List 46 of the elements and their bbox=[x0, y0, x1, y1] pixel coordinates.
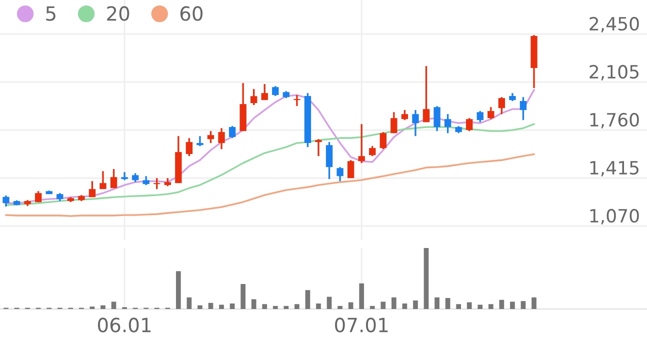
y-tick-label: 2,105 bbox=[590, 64, 638, 80]
bar bbox=[391, 297, 396, 309]
y-tick-label: 1,415 bbox=[590, 161, 638, 176]
bar bbox=[186, 297, 192, 309]
legend-label: 5 bbox=[46, 6, 56, 21]
x-tick-label: 07.01 bbox=[335, 318, 388, 332]
bar bbox=[413, 300, 418, 309]
bar bbox=[402, 304, 408, 309]
bar bbox=[478, 304, 483, 309]
bar bbox=[370, 306, 375, 309]
bar bbox=[466, 302, 472, 309]
legend-label: 60 bbox=[180, 6, 203, 21]
bar bbox=[456, 304, 461, 309]
legend-label: 20 bbox=[107, 6, 130, 21]
bar bbox=[359, 283, 364, 309]
bar bbox=[284, 306, 289, 309]
bar bbox=[111, 302, 116, 309]
bar bbox=[445, 298, 450, 309]
bar bbox=[348, 302, 354, 309]
bar bbox=[240, 284, 246, 309]
bar bbox=[520, 301, 526, 309]
bar bbox=[198, 305, 202, 309]
x-tick-label: 06.01 bbox=[98, 318, 151, 332]
bar bbox=[272, 306, 278, 309]
bar bbox=[510, 302, 515, 309]
bar bbox=[208, 302, 214, 309]
bar bbox=[262, 304, 268, 309]
bar bbox=[338, 306, 342, 309]
bar bbox=[294, 304, 300, 309]
y-tick-label: 1,070 bbox=[590, 208, 639, 224]
bar bbox=[424, 248, 429, 309]
bar bbox=[488, 304, 494, 309]
y-tick-label: 2,450 bbox=[590, 16, 639, 32]
bar bbox=[434, 297, 440, 309]
bar bbox=[499, 300, 504, 309]
bar bbox=[305, 290, 310, 309]
bar bbox=[380, 302, 386, 309]
bar bbox=[219, 304, 224, 309]
y-tick-label: 1,760 bbox=[590, 112, 639, 128]
bar bbox=[251, 299, 256, 309]
bar bbox=[100, 305, 106, 309]
bar bbox=[176, 271, 181, 309]
bar bbox=[326, 296, 332, 309]
bar bbox=[230, 304, 235, 309]
bar bbox=[316, 304, 321, 309]
bar bbox=[532, 297, 536, 309]
